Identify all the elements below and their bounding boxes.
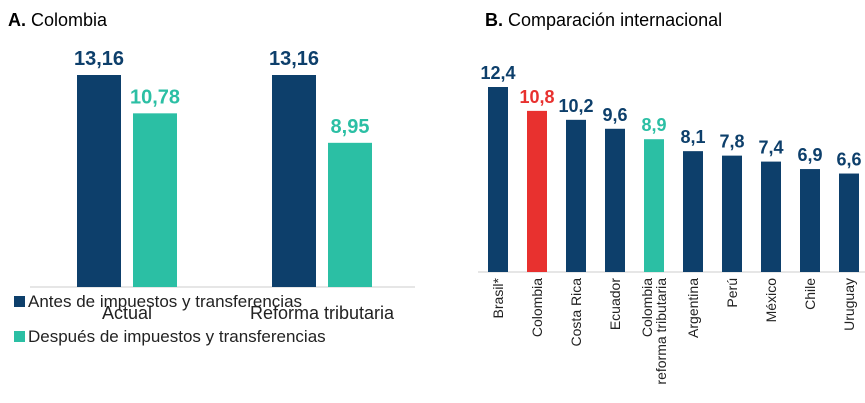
x-tick-label: Reforma tributaria bbox=[250, 303, 395, 323]
x-tick-label: Uruguay bbox=[841, 278, 857, 331]
label: A. bbox=[8, 10, 26, 30]
bar bbox=[800, 169, 820, 272]
data-label: 13,16 bbox=[74, 48, 124, 70]
data-label: 10,8 bbox=[519, 87, 554, 107]
x-tick-label: Colombia bbox=[529, 278, 545, 337]
legend-swatch bbox=[14, 296, 25, 307]
bar bbox=[644, 139, 664, 272]
data-label: 12,4 bbox=[480, 63, 515, 83]
bar bbox=[566, 119, 586, 273]
bar bbox=[605, 128, 625, 272]
bar bbox=[272, 75, 316, 287]
data-label: 13,16 bbox=[269, 48, 319, 70]
bar bbox=[683, 151, 703, 272]
bar bbox=[77, 75, 121, 287]
bar bbox=[527, 110, 547, 272]
legend-label: Antes de impuestos y transferencias bbox=[28, 292, 302, 311]
bar bbox=[133, 113, 177, 287]
x-tick-label: México bbox=[763, 278, 779, 323]
data-label: 10,2 bbox=[558, 96, 593, 116]
chart-label: A. Colombia bbox=[8, 10, 108, 30]
x-tick-label: Costa Rica bbox=[568, 278, 584, 347]
bar bbox=[839, 173, 859, 272]
data-label: 8,1 bbox=[680, 127, 705, 147]
data-label: 8,9 bbox=[641, 115, 666, 135]
legend-label: Después de impuestos y transferencias bbox=[28, 327, 326, 346]
data-label: 7,8 bbox=[719, 132, 744, 152]
title: Colombia bbox=[31, 10, 108, 30]
bar bbox=[328, 142, 372, 287]
bar bbox=[761, 161, 781, 272]
bar bbox=[488, 87, 508, 272]
bar bbox=[722, 155, 742, 272]
chart-label: B. Comparación internacional bbox=[485, 10, 722, 30]
data-label: 10,78 bbox=[130, 86, 180, 108]
x-tick-label: Actual bbox=[102, 303, 152, 323]
data-label: 9,6 bbox=[602, 105, 627, 125]
x-tick-label: Brasil* bbox=[490, 277, 506, 318]
data-label: 7,4 bbox=[758, 138, 783, 158]
label: B. bbox=[485, 10, 503, 30]
x-tick-label: Chile bbox=[802, 278, 818, 310]
x-tick-label: Perú bbox=[724, 278, 740, 308]
data-label: 8,95 bbox=[331, 116, 370, 138]
x-tick-label: reforma tributaria bbox=[653, 278, 669, 385]
legend-swatch bbox=[14, 331, 25, 342]
data-label: 6,9 bbox=[797, 145, 822, 165]
x-tick-label: Argentina bbox=[685, 278, 701, 338]
data-label: 6,6 bbox=[836, 150, 861, 170]
x-tick-label: Ecuador bbox=[607, 278, 623, 330]
title: Comparación internacional bbox=[508, 10, 722, 30]
x-tick-label: Colombia bbox=[639, 278, 655, 337]
